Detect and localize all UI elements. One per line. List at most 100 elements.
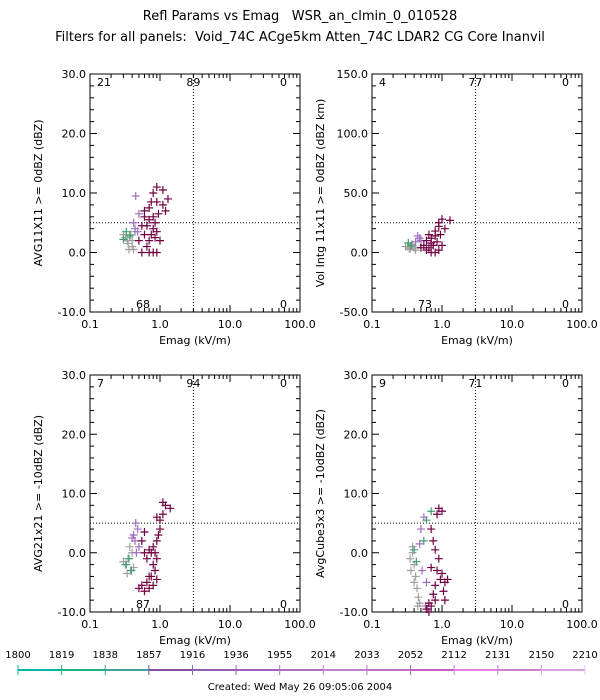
data-point [145,584,154,593]
x-tick-label: 100.0 [566,318,598,331]
data-point [123,236,132,245]
data-point [443,575,452,584]
data-point [119,235,128,244]
data-point [152,227,161,236]
x-tick-label: 10.0 [500,618,525,631]
data-point [134,209,143,218]
plot-frame [371,374,583,613]
colorbar-label: 1819 [49,650,74,661]
x-tick-label: 1.0 [151,618,169,631]
y-tick-label: 20.0 [62,128,87,141]
y-tick-label: 30.0 [344,369,369,382]
x-tick-label: 1.0 [433,618,451,631]
y-tick-label: -10.0 [58,306,86,319]
data-point [142,554,151,563]
data-point [431,596,440,605]
scatter-panel-4 [371,374,583,616]
data-point [132,548,141,557]
data-point [419,536,428,545]
count-upper-right: 0 [280,76,287,89]
data-point [415,539,424,548]
data-point [422,236,431,245]
data-point [156,236,164,245]
data-point [151,233,160,242]
data-point [163,194,172,203]
y-tick-label: 20.0 [62,428,87,441]
y-tick-label: 20.0 [344,428,369,441]
data-point [438,215,446,224]
count-upper-right: 0 [280,377,287,390]
chart-subtitle: Filters for all panels: Void_74C ACge5km… [55,30,545,45]
data-point [137,248,146,257]
data-point [152,554,161,563]
y-tick-label: 100.0 [337,128,369,141]
x-axis-label: Emag (kV/m) [441,634,513,647]
data-point [152,248,161,257]
y-tick-label: -50.0 [340,306,368,319]
data-point [412,557,421,566]
x-tick-label: 100.0 [284,618,316,631]
y-tick-label: 0.0 [351,247,369,260]
count-upper-left: 7 [97,377,104,390]
plot-frame [89,73,301,313]
data-point [427,525,436,534]
x-tick-label: 10.0 [218,618,243,631]
data-point [131,191,140,200]
data-point [131,224,140,233]
count-upper-left: 9 [379,377,386,390]
count-lower-mid: 73 [418,298,432,311]
y-tick-label: 10.0 [344,488,369,501]
created-timestamp: Created: Wed May 26 09:05:06 2004 [207,682,393,693]
data-point [431,545,440,554]
colorbar-label: 1838 [93,650,118,661]
data-point [429,241,438,250]
data-point [427,563,436,572]
x-tick-label: 1.0 [151,318,169,331]
data-point [158,186,167,195]
count-lower-mid: 87 [136,598,150,611]
data-point [152,575,161,584]
scatter-panel-2 [371,73,583,313]
data-point [147,548,156,557]
data-point [411,237,420,246]
data-point [440,596,449,605]
data-point [156,525,164,534]
data-point [142,242,151,251]
data-point [134,542,143,551]
data-point [413,584,422,593]
x-axis-label: Emag (kV/m) [441,334,513,347]
data-point [151,218,160,227]
y-tick-label: 30.0 [62,68,87,81]
y-tick-label: -10.0 [58,606,86,619]
data-point [147,197,156,206]
y-axis-label: Vol Intg 11x11 >= 0dBZ (dBZ km) [314,99,327,288]
y-tick-label: 0.0 [69,247,87,260]
data-point [431,581,440,590]
x-tick-label: 0.1 [81,618,99,631]
data-point [122,227,131,236]
data-point [140,528,149,537]
data-point [134,236,143,245]
data-point [137,536,146,545]
data-point [427,507,436,516]
data-point [413,602,422,611]
scatter-panel-1 [89,73,301,313]
chart-title: Refl Params vs Emag WSR_an_clmin_0_01052… [142,9,458,24]
x-tick-label: 100.0 [284,318,316,331]
data-point [166,504,175,513]
count-upper-mid: 71 [468,377,482,390]
data-point [434,554,443,563]
data-point [411,246,420,255]
data-point [149,542,158,551]
data-point [416,525,425,534]
data-point [152,183,161,192]
colorbar [17,665,586,675]
data-point [416,243,425,252]
colorbar-label: 1857 [136,650,161,661]
data-point [439,587,448,596]
data-point [145,572,154,581]
count-lower-right: 0 [280,298,287,311]
data-point [440,224,449,233]
data-point [127,566,136,575]
